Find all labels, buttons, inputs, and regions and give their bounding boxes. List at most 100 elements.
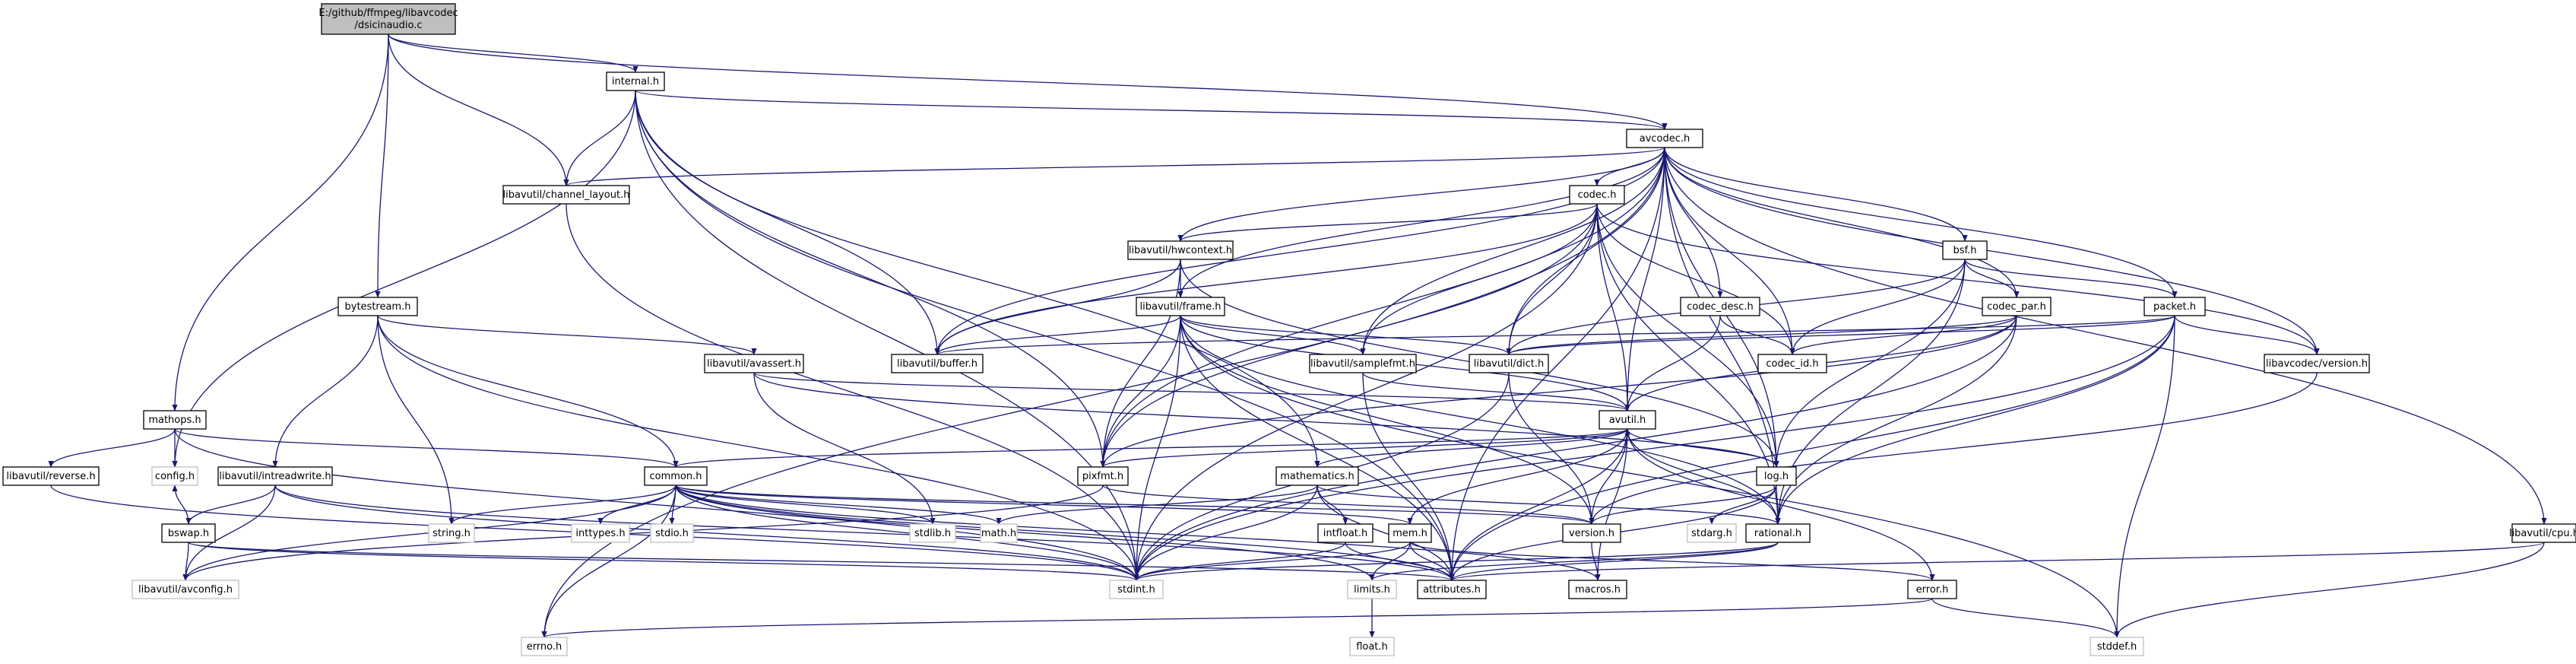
node-box-frame: [1136, 297, 1225, 316]
node-dict[interactable]: libavutil/dict.h: [1469, 354, 1549, 373]
node-bytestream[interactable]: bytestream.h: [337, 297, 418, 316]
edge-internal-to-buffer: [635, 90, 940, 355]
edge-codec-to-avutil: [1596, 203, 1630, 411]
node-mathops[interactable]: mathops.h: [143, 410, 207, 430]
node-intfloat[interactable]: intfloat.h: [1317, 523, 1374, 543]
node-stdarg[interactable]: stdarg.h: [1687, 523, 1737, 543]
node-channel_layout[interactable]: libavutil/channel_layout.h: [502, 185, 630, 205]
node-label-common: common.h: [650, 471, 702, 482]
node-mathematics[interactable]: mathematics.h: [1275, 466, 1359, 486]
node-cpu[interactable]: libavutil/cpu.h: [2509, 523, 2576, 543]
node-attributes[interactable]: attributes.h: [1417, 580, 1487, 599]
node-avconfig[interactable]: libavutil/avconfig.h: [131, 580, 239, 599]
edge-common-to-inttypes: [597, 484, 676, 525]
node-stdio[interactable]: stdio.h: [650, 523, 694, 543]
node-label-version: version.h: [1569, 528, 1614, 539]
node-hwcontext[interactable]: libavutil/hwcontext.h: [1127, 240, 1234, 260]
node-math[interactable]: math.h: [980, 523, 1018, 543]
node-macros[interactable]: macros.h: [1568, 580, 1627, 599]
edge-codec_par-to-dict: [1506, 315, 2017, 355]
node-version[interactable]: version.h: [1562, 523, 1621, 543]
node-avutil[interactable]: avutil.h: [1599, 410, 1656, 430]
node-box-error: [1907, 580, 1957, 599]
node-codec_par[interactable]: codec_par.h: [1982, 297, 2052, 316]
node-log[interactable]: log.h: [1756, 466, 1797, 486]
node-label-config: config.h: [155, 471, 195, 482]
node-label-codec_par: codec_par.h: [1987, 301, 2046, 313]
node-mem[interactable]: mem.h: [1388, 523, 1432, 543]
node-packet[interactable]: packet.h: [2143, 297, 2206, 316]
node-avassert[interactable]: libavutil/avassert.h: [704, 354, 804, 373]
node-label-mathematics: mathematics.h: [1280, 471, 1355, 482]
edge-mathematics-to-math: [996, 484, 1318, 525]
edge-codec_par-to-stdint: [1133, 315, 2017, 581]
node-label-cpu: libavutil/cpu.h: [2509, 528, 2576, 539]
node-codec_desc[interactable]: codec_desc.h: [1680, 297, 1760, 316]
edge-internal-to-avcodec: [635, 90, 1668, 130]
edge-common-to-attributes: [675, 484, 1455, 581]
node-box-version: [1562, 523, 1621, 543]
node-stdlib[interactable]: stdlib.h: [909, 523, 956, 543]
node-inttypes[interactable]: inttypes.h: [571, 523, 630, 543]
node-box-pixfmt: [1077, 466, 1129, 486]
node-box-codec: [1569, 185, 1625, 205]
node-avcodec[interactable]: avcodec.h: [1626, 129, 1703, 148]
edge-avcversion-to-version: [1589, 372, 2318, 525]
edge-bsf-to-codec_id: [1789, 259, 1966, 355]
edge-packet-to-buffer: [934, 315, 2175, 355]
node-bsf[interactable]: bsf.h: [1942, 240, 1988, 260]
node-codec[interactable]: codec.h: [1569, 185, 1625, 205]
edge-codec_par-to-rational: [1775, 315, 2017, 525]
edge-common-to-stdlib: [675, 484, 936, 525]
edge-bsf-to-codec_par: [1964, 259, 2020, 298]
node-box-mathematics: [1275, 466, 1359, 486]
node-bswap[interactable]: bswap.h: [161, 523, 216, 543]
edge-internal-to-mathematics: [635, 90, 1320, 468]
node-box-cpu: [2511, 523, 2576, 543]
edge-mathematics-to-rational: [1317, 484, 1781, 525]
node-stdint[interactable]: stdint.h: [1109, 580, 1164, 599]
node-internal[interactable]: internal.h: [606, 71, 665, 91]
node-pixfmt[interactable]: pixfmt.h: [1077, 466, 1129, 486]
edge-version-to-macros: [1591, 542, 1601, 581]
node-float[interactable]: float.h: [1349, 637, 1395, 656]
node-intreadwrite[interactable]: libavutil/intreadwrite.h: [217, 466, 333, 486]
node-box-internal: [606, 71, 665, 91]
node-label-mem: mem.h: [1393, 528, 1427, 539]
edge-avcodec-to-hwcontext: [1177, 147, 1665, 242]
edge-packet-to-rational: [1775, 315, 2175, 525]
edge-log-to-stdarg: [1709, 484, 1777, 525]
node-rational[interactable]: rational.h: [1745, 523, 1811, 543]
node-string[interactable]: string.h: [428, 523, 475, 543]
node-buffer[interactable]: libavutil/buffer.h: [891, 354, 984, 373]
node-label-avcodec: avcodec.h: [1640, 133, 1690, 145]
node-reverse[interactable]: libavutil/reverse.h: [2, 466, 100, 486]
node-root[interactable]: E:/github/ffmpeg/libavcodec/dsicinaudio.…: [318, 3, 458, 35]
edge-samplefmt-to-avutil: [1362, 372, 1630, 411]
node-frame[interactable]: libavutil/frame.h: [1136, 297, 1225, 316]
node-label-attributes: attributes.h: [1423, 584, 1481, 596]
node-common[interactable]: common.h: [644, 466, 708, 486]
node-samplefmt[interactable]: libavutil/samplefmt.h: [1309, 354, 1417, 373]
edge-rational-to-stdint: [1133, 542, 1779, 581]
edge-error-to-stddef: [1931, 598, 2120, 638]
node-errno[interactable]: errno.h: [521, 637, 568, 656]
node-avcversion[interactable]: libavcodec/version.h: [2264, 354, 2370, 373]
node-limits[interactable]: limits.h: [1347, 580, 1397, 599]
node-error[interactable]: error.h: [1907, 580, 1957, 599]
node-stddef[interactable]: stddef.h: [2090, 637, 2144, 656]
node-label-samplefmt: libavutil/samplefmt.h: [1310, 358, 1415, 370]
node-box-config: [151, 466, 198, 486]
edge-codec-to-codec_id: [1596, 203, 1795, 355]
node-box-intreadwrite: [217, 466, 333, 486]
edge-avutil-to-mathematics: [1314, 428, 1628, 468]
node-codec_id[interactable]: codec_id.h: [1757, 354, 1827, 373]
node-box-bsf: [1942, 240, 1988, 260]
node-box-avassert: [704, 354, 804, 373]
edge-avcodec-to-avcversion: [1664, 147, 2320, 355]
node-config[interactable]: config.h: [151, 466, 198, 486]
node-box-stdint: [1109, 580, 1164, 599]
edge-frame-to-attributes: [1180, 315, 1455, 581]
edge-common-to-math: [675, 484, 1002, 525]
